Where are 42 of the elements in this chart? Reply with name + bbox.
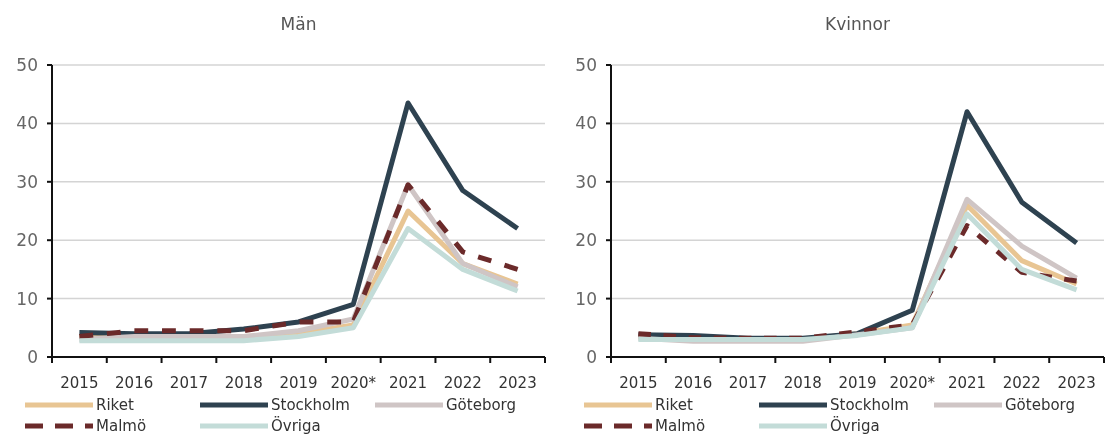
x-tick-label: 2022 [443,374,482,392]
chart-title: Kvinnor [825,14,890,34]
x-tick-label: 2019 [279,374,318,392]
y-tick-label: 30 [575,171,597,192]
legend-label: Stockholm [830,396,909,415]
y-tick-label: 0 [27,346,38,367]
legend-label: Riket [96,396,134,415]
y-tick-label: 50 [575,54,597,75]
y-tick-label: 20 [575,230,597,251]
x-tick-label: 2021 [388,374,428,392]
x-tick-label: 2015 [619,374,658,392]
legend-label: Malmö [96,417,147,436]
x-tick-label: 2021 [947,374,987,392]
legend-label: Riket [655,396,693,415]
x-tick-label: 2023 [498,374,537,392]
legend-label: Stockholm [271,396,350,415]
y-tick-label: 40 [575,113,597,134]
x-tick-label: 2017 [728,374,768,392]
y-tick-label: 0 [586,346,597,367]
legend-label: Övriga [271,416,321,436]
legend-label: Göteborg [1005,396,1076,415]
x-tick-label: 2017 [169,374,209,392]
legend-label: Göteborg [446,396,517,415]
legend-label: Malmö [655,417,706,436]
y-tick-label: 10 [16,288,38,309]
x-tick-label: 2020* [889,374,936,392]
x-tick-label: 2016 [674,374,713,392]
y-tick-label: 10 [575,288,597,309]
y-tick-label: 20 [16,230,38,251]
x-tick-label: 2015 [60,374,99,392]
y-tick-label: 40 [16,113,38,134]
x-tick-label: 2018 [783,374,822,392]
y-tick-label: 50 [16,54,38,75]
x-tick-label: 2020* [330,374,377,392]
y-tick-label: 30 [16,171,38,192]
x-tick-label: 2019 [838,374,877,392]
x-tick-label: 2016 [115,374,154,392]
x-tick-label: 2018 [224,374,263,392]
x-tick-label: 2023 [1057,374,1096,392]
chart-title: Män [280,14,317,34]
x-tick-label: 2022 [1002,374,1041,392]
legend-label: Övriga [830,416,880,436]
